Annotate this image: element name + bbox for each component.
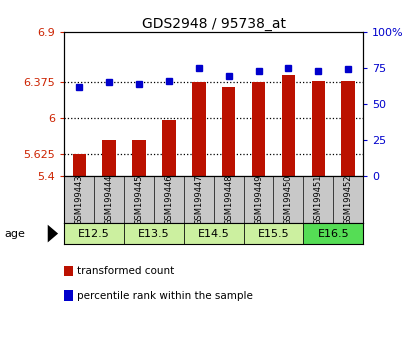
Bar	[64, 223, 124, 244]
Text: GSM199443: GSM199443	[75, 174, 84, 224]
Text: GSM199449: GSM199449	[254, 174, 263, 224]
Title: GDS2948 / 95738_at: GDS2948 / 95738_at	[142, 17, 286, 31]
Bar	[303, 223, 363, 244]
Bar	[222, 87, 235, 176]
Text: E12.5: E12.5	[78, 229, 110, 239]
Text: GSM199448: GSM199448	[224, 174, 233, 224]
Text: GSM199451: GSM199451	[314, 174, 323, 224]
Bar	[312, 81, 325, 176]
Bar	[73, 154, 86, 176]
Text: GSM199447: GSM199447	[194, 174, 203, 224]
Bar	[192, 82, 205, 176]
Text: E15.5: E15.5	[258, 229, 289, 239]
Text: GSM199446: GSM199446	[164, 174, 173, 224]
Text: GSM199452: GSM199452	[344, 174, 353, 224]
Bar	[184, 223, 244, 244]
Bar	[124, 223, 184, 244]
Text: E14.5: E14.5	[198, 229, 229, 239]
Text: E16.5: E16.5	[317, 229, 349, 239]
Text: percentile rank within the sample: percentile rank within the sample	[77, 291, 253, 301]
Bar	[252, 82, 265, 176]
Bar	[342, 81, 355, 176]
Text: transformed count: transformed count	[77, 266, 174, 276]
Bar	[162, 120, 176, 176]
Text: age: age	[4, 229, 25, 239]
Text: GSM199445: GSM199445	[134, 174, 144, 224]
Bar	[282, 75, 295, 176]
Text: GSM199444: GSM199444	[105, 174, 114, 224]
Text: E13.5: E13.5	[138, 229, 170, 239]
Bar	[103, 140, 116, 176]
Text: GSM199450: GSM199450	[284, 174, 293, 224]
Bar	[132, 140, 146, 176]
Bar	[244, 223, 303, 244]
